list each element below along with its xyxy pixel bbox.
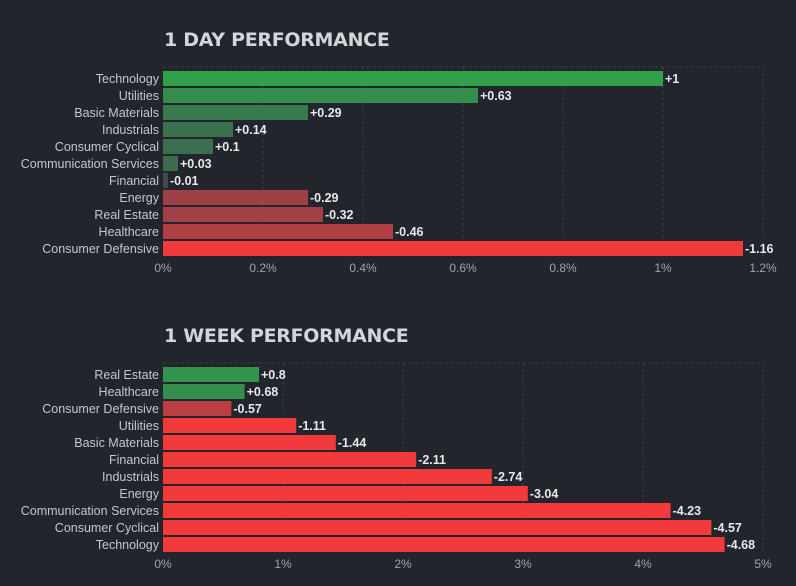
category-label: Healthcare	[99, 385, 159, 399]
value-label: -2.74	[494, 470, 523, 484]
category-label: Industrials	[102, 123, 159, 137]
value-label: +0.68	[247, 385, 279, 399]
bar-technology[interactable]	[163, 537, 725, 552]
x-tick-label: 1%	[274, 557, 292, 571]
category-label: Financial	[109, 174, 159, 188]
bar-basic-materials[interactable]	[163, 105, 308, 120]
category-label: Real Estate	[94, 368, 159, 382]
category-label: Consumer Defensive	[42, 242, 159, 256]
bar-industrials[interactable]	[163, 122, 233, 137]
value-label: -1.11	[298, 419, 326, 433]
category-label: Basic Materials	[74, 436, 159, 450]
bar-utilities[interactable]	[163, 88, 478, 103]
category-label: Financial	[109, 453, 159, 467]
bar-financial[interactable]	[163, 173, 168, 188]
bar-energy[interactable]	[163, 190, 308, 205]
value-label: -4.57	[713, 521, 742, 535]
bar-industrials[interactable]	[163, 469, 492, 484]
bar-financial[interactable]	[163, 452, 417, 467]
category-label: Communication Services	[21, 504, 159, 518]
category-label: Real Estate	[94, 208, 159, 222]
category-label: Consumer Defensive	[42, 402, 159, 416]
x-tick-label: 0%	[154, 557, 172, 571]
bar-healthcare[interactable]	[163, 384, 245, 399]
value-label: +1	[665, 72, 679, 86]
x-tick-label: 2%	[394, 557, 412, 571]
x-tick-label: 0.4%	[349, 261, 377, 275]
value-label: +0.63	[480, 89, 512, 103]
value-label: +0.1	[215, 140, 240, 154]
x-tick-label: 5%	[754, 557, 772, 571]
day-performance-title: 1 DAY PERFORMANCE	[164, 29, 390, 51]
category-label: Energy	[119, 191, 159, 205]
x-tick-label: 0.6%	[449, 261, 477, 275]
category-label: Energy	[119, 487, 159, 501]
category-label: Communication Services	[21, 157, 159, 171]
value-label: -0.57	[233, 402, 262, 416]
value-label: +0.03	[180, 157, 212, 171]
bar-healthcare[interactable]	[163, 224, 393, 239]
x-tick-label: 0%	[154, 261, 172, 275]
category-label: Consumer Cyclical	[55, 140, 159, 154]
category-label: Consumer Cyclical	[55, 521, 159, 535]
x-tick-label: 4%	[634, 557, 652, 571]
value-label: -3.04	[530, 487, 559, 501]
day-performance-panel: 1 DAY PERFORMANCE 0% 0.2% 0.4% 0.6% 0.8% 1% 1.…	[0, 0, 796, 290]
bar-consumer-cyclical[interactable]	[163, 139, 213, 154]
value-label: -0.01	[170, 174, 199, 188]
bar-real-estate[interactable]	[163, 367, 259, 382]
bar-communication-services[interactable]	[163, 503, 671, 518]
value-label: -4.68	[727, 538, 756, 552]
category-label: Technology	[96, 538, 160, 552]
bar-consumer-defensive[interactable]	[163, 241, 743, 256]
bar-energy[interactable]	[163, 486, 528, 501]
category-label: Technology	[96, 72, 160, 86]
value-label: -0.32	[325, 208, 354, 222]
bar-utilities[interactable]	[163, 418, 297, 433]
value-label: +0.8	[261, 368, 286, 382]
bar-technology[interactable]	[163, 71, 663, 86]
value-label: -1.16	[745, 242, 774, 256]
x-tick-label: 1.2%	[749, 261, 777, 275]
value-label: -0.46	[395, 225, 424, 239]
bar-real-estate[interactable]	[163, 207, 323, 222]
category-label: Healthcare	[99, 225, 159, 239]
value-label: -0.29	[310, 191, 339, 205]
week-performance-title: 1 WEEK PERFORMANCE	[164, 325, 409, 347]
value-label: +0.14	[235, 123, 267, 137]
category-label: Utilities	[119, 89, 159, 103]
category-label: Utilities	[119, 419, 159, 433]
bar-basic-materials[interactable]	[163, 435, 336, 450]
value-label: -2.11	[418, 453, 446, 467]
x-tick-label: 0.8%	[549, 261, 577, 275]
value-label: -1.44	[338, 436, 367, 450]
x-tick-label: 3%	[514, 557, 532, 571]
x-tick-label: 0.2%	[249, 261, 277, 275]
bar-consumer-cyclical[interactable]	[163, 520, 712, 535]
bar-communication-services[interactable]	[163, 156, 178, 171]
bar-consumer-defensive[interactable]	[163, 401, 232, 416]
value-label: -4.23	[673, 504, 702, 518]
category-label: Basic Materials	[74, 106, 159, 120]
day-performance-chart: 0% 0.2% 0.4% 0.6% 0.8% 1% 1.2% Technology +1 Util…	[21, 66, 777, 275]
value-label: +0.29	[310, 106, 342, 120]
x-tick-label: 1%	[654, 261, 672, 275]
category-label: Industrials	[102, 470, 159, 484]
